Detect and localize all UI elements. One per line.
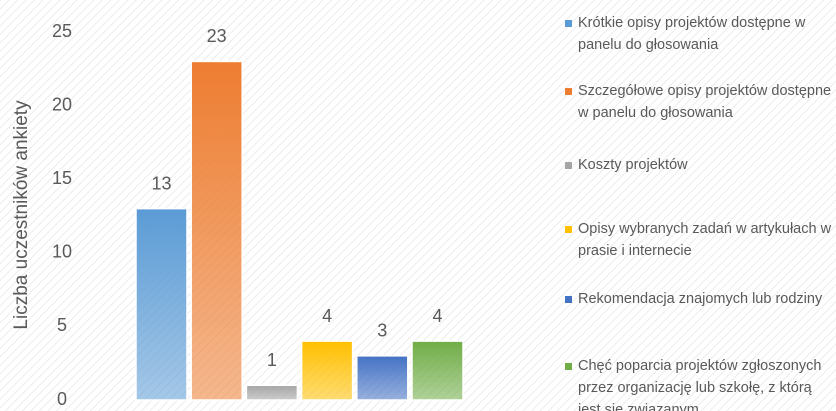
legend-label: Rekomendacja znajomych lub rodziny [578, 291, 823, 307]
y-axis-label: Liczba uczestników ankiety [11, 100, 32, 330]
y-tick-label: 15 [52, 168, 72, 188]
y-tick-label: 0 [57, 389, 67, 409]
bar [245, 384, 299, 401]
data-label: 23 [207, 26, 227, 46]
y-tick-label: 10 [52, 242, 72, 262]
legend-item: Szczegółowe opisy projektów dostępne w p… [565, 80, 835, 124]
data-label: 3 [377, 321, 387, 341]
legend-swatch [565, 20, 572, 27]
legend-label: Szczegółowe opisy projektów dostępne w p… [578, 83, 832, 121]
data-label: 4 [322, 306, 332, 326]
bar [411, 340, 464, 401]
data-label: 1 [267, 350, 277, 370]
legend-label: Krótkie opisy projektów dostępne w panel… [578, 15, 806, 53]
legend-label: Chęć poparcia projektów zgłoszonych prze… [578, 358, 822, 411]
legend-swatch [565, 88, 572, 95]
legend-swatch [565, 296, 572, 303]
legend-item: Krótkie opisy projektów dostępne w panel… [565, 12, 835, 56]
legend-label: Opisy wybranych zadań w artykułach w pra… [578, 221, 832, 259]
legend-item: Chęć poparcia projektów zgłoszonych prze… [565, 355, 835, 411]
legend-swatch [565, 363, 572, 370]
legend-item: Opisy wybranych zadań w artykułach w pra… [565, 218, 835, 262]
y-tick-label: 20 [52, 94, 72, 114]
y-tick-label: 25 [52, 21, 72, 41]
data-label: 4 [432, 306, 442, 326]
legend-item: Rekomendacja znajomych lub rodziny [565, 288, 835, 310]
legend-item: Koszty projektów [565, 154, 835, 176]
legend-swatch [565, 226, 572, 233]
bar [356, 355, 409, 401]
legend-swatch [565, 162, 572, 169]
y-tick-label: 5 [57, 315, 67, 335]
legend-label: Koszty projektów [578, 157, 688, 173]
data-label: 13 [151, 173, 171, 193]
bar [135, 207, 188, 401]
bar [190, 60, 243, 401]
bar [300, 340, 354, 401]
